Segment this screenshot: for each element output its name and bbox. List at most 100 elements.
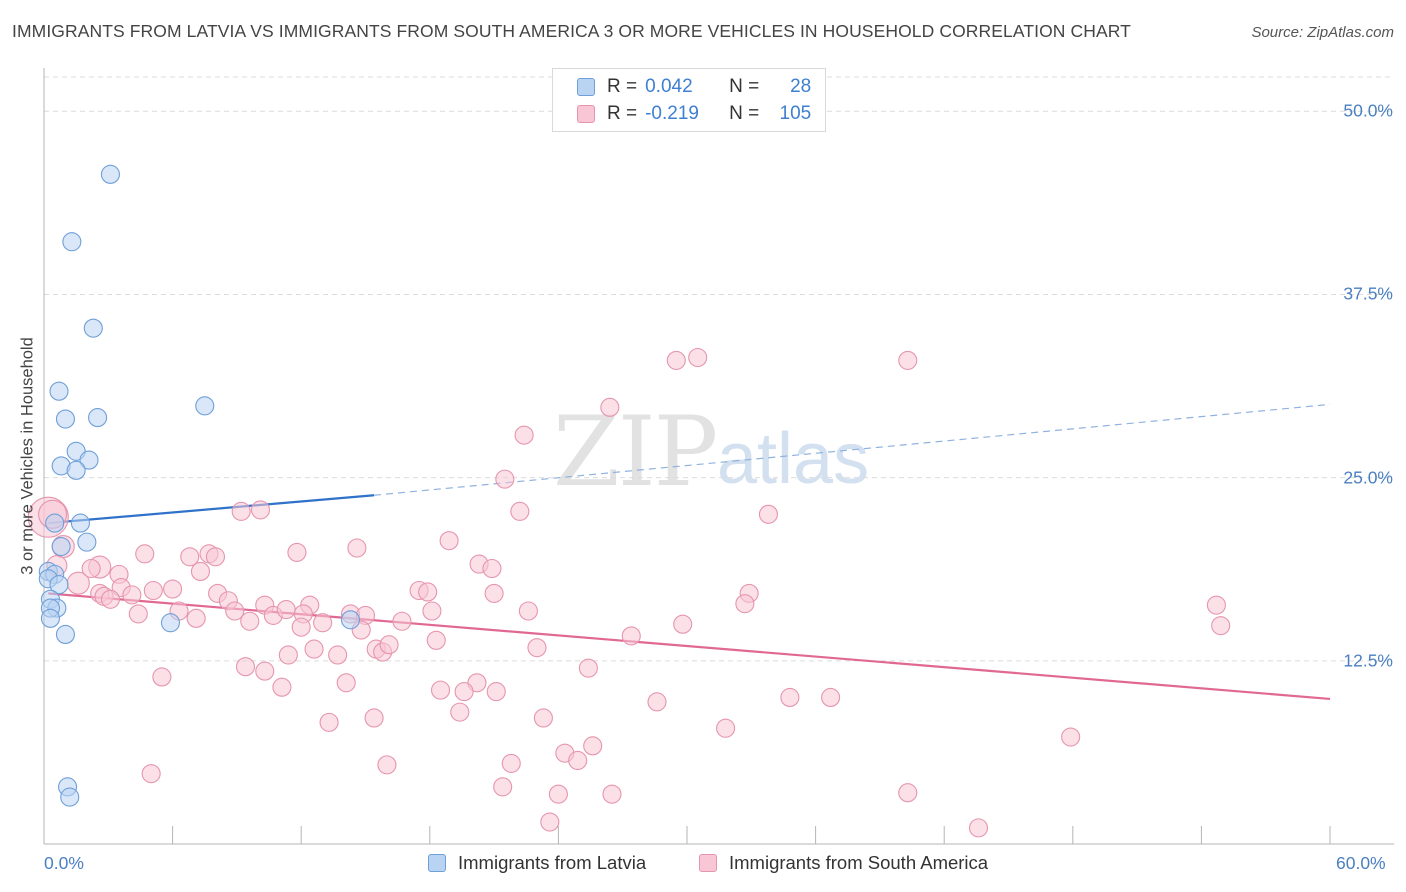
- point-south-america: [540, 812, 560, 832]
- point-south-america: [422, 601, 442, 621]
- point-south-america: [347, 538, 367, 558]
- point-south-america: [418, 582, 438, 602]
- point-south-america: [143, 580, 163, 601]
- point-latvia: [340, 610, 361, 630]
- point-south-america: [533, 708, 553, 728]
- point-south-america: [364, 708, 384, 728]
- point-south-america: [486, 682, 506, 702]
- y-tick-label: 25.0%: [1343, 467, 1393, 488]
- legend-row-south-america: R = -0.219 N = 105: [577, 102, 811, 126]
- point-latvia: [62, 232, 82, 252]
- legend-swatch-latvia: [428, 854, 446, 872]
- point-south-america: [493, 777, 513, 797]
- point-south-america: [152, 667, 172, 687]
- legend-n-key: N =: [729, 76, 760, 97]
- point-latvia: [77, 532, 97, 552]
- point-south-america: [392, 611, 412, 631]
- y-tick-label: 12.5%: [1343, 650, 1393, 671]
- stats-legend: R = 0.042 N = 28 R = -0.219 N = 105: [552, 68, 826, 132]
- trend-lines: [48, 403, 1331, 701]
- point-south-america: [688, 347, 708, 368]
- gridlines: [44, 76, 1394, 662]
- point-south-america: [510, 501, 530, 521]
- point-south-america: [602, 784, 622, 804]
- point-south-america: [780, 687, 800, 708]
- point-south-america: [518, 601, 538, 621]
- point-south-america: [313, 613, 333, 633]
- legend-swatch-latvia: [577, 78, 595, 96]
- point-south-america: [548, 784, 568, 804]
- chart-title: IMMIGRANTS FROM LATVIA VS IMMIGRANTS FRO…: [12, 21, 1131, 41]
- series-south-america-points: [27, 347, 1231, 838]
- point-south-america: [304, 639, 324, 659]
- point-south-america: [1206, 595, 1226, 615]
- point-south-america: [328, 645, 348, 665]
- point-south-america: [240, 611, 260, 631]
- point-south-america: [501, 753, 521, 773]
- point-south-america: [758, 504, 778, 524]
- point-south-america: [225, 601, 245, 621]
- legend-r-key: R =: [607, 76, 638, 97]
- point-south-america: [583, 736, 603, 756]
- series-latvia-points: [38, 164, 361, 807]
- point-latvia: [100, 164, 120, 184]
- point-south-america: [278, 645, 298, 665]
- point-south-america: [163, 579, 183, 599]
- point-south-america: [439, 531, 459, 551]
- series-legend: Immigrants from Latvia Immigrants from S…: [0, 852, 1406, 878]
- trend-line-latvia-extension: [374, 403, 1331, 496]
- point-latvia: [51, 536, 71, 557]
- y-tick-label: 37.5%: [1343, 283, 1393, 304]
- point-south-america: [898, 783, 918, 803]
- point-latvia: [55, 624, 75, 645]
- point-south-america: [482, 558, 502, 579]
- point-south-america: [81, 558, 101, 579]
- point-latvia: [70, 513, 90, 533]
- point-south-america: [647, 692, 667, 712]
- y-tick-label: 50.0%: [1343, 100, 1393, 121]
- x-tick-min: 0.0%: [44, 853, 84, 873]
- point-south-america: [235, 657, 256, 677]
- source-label: Source: ZipAtlas.com: [1251, 24, 1394, 41]
- legend-r-value-south-america: -0.219: [645, 103, 699, 124]
- point-south-america: [495, 469, 515, 489]
- point-south-america: [231, 501, 251, 521]
- point-south-america: [821, 687, 841, 708]
- legend-label-south-america: Immigrants from South America: [729, 852, 989, 873]
- point-latvia: [79, 450, 99, 470]
- point-south-america: [100, 589, 120, 609]
- point-south-america: [276, 599, 296, 620]
- point-south-america: [190, 561, 211, 581]
- point-south-america: [379, 635, 399, 655]
- legend-item-south-america[interactable]: Immigrants from South America: [699, 852, 988, 874]
- point-latvia: [45, 513, 65, 533]
- legend-label-latvia: Immigrants from Latvia: [458, 852, 647, 873]
- point-south-america: [898, 350, 918, 370]
- point-south-america: [568, 750, 588, 771]
- point-south-america: [454, 682, 474, 702]
- legend-swatch-south-america: [577, 105, 595, 123]
- point-south-america: [122, 585, 142, 605]
- trend-line-latvia: [48, 494, 375, 525]
- watermark-zip: ZIP: [553, 396, 718, 508]
- point-south-america: [968, 818, 989, 838]
- point-south-america: [186, 608, 206, 628]
- point-latvia: [66, 460, 86, 480]
- point-south-america: [666, 350, 686, 370]
- point-latvia: [83, 318, 103, 338]
- point-south-america: [1061, 727, 1081, 747]
- legend-item-latvia[interactable]: Immigrants from Latvia: [428, 852, 646, 874]
- y-axis-label: 3 or more Vehicles in Household: [18, 337, 37, 575]
- point-south-america: [600, 397, 620, 417]
- point-south-america: [735, 594, 755, 614]
- legend-n-key: N =: [729, 103, 760, 124]
- point-latvia: [60, 787, 80, 807]
- point-latvia: [160, 613, 181, 633]
- point-south-america: [319, 712, 339, 732]
- point-latvia: [195, 396, 215, 416]
- point-south-america: [716, 718, 736, 738]
- legend-r-value-latvia: 0.042: [645, 76, 693, 97]
- point-south-america: [430, 680, 451, 700]
- point-latvia: [49, 575, 69, 595]
